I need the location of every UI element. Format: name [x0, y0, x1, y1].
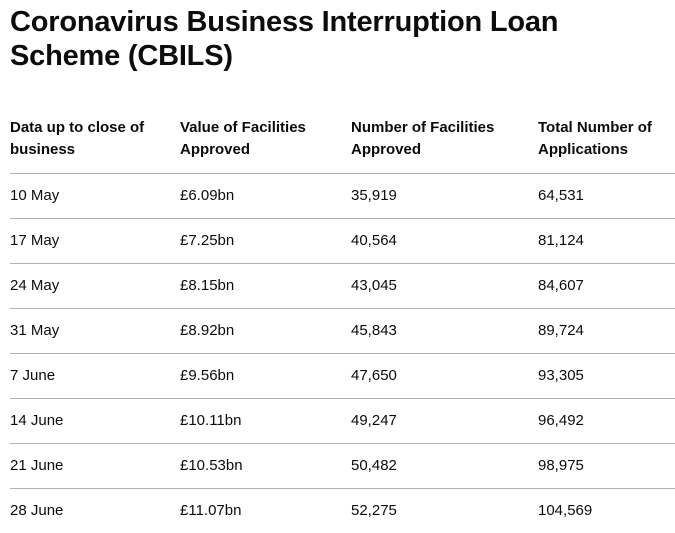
table-header-row: Data up to close of business Value of Fa…	[10, 108, 675, 174]
cell-date: 31 May	[10, 309, 180, 354]
table-row: 31 May £8.92bn 45,843 89,724	[10, 309, 675, 354]
cell-applications: 96,492	[538, 399, 675, 444]
cell-number: 47,650	[351, 354, 538, 399]
table-row: 17 May £7.25bn 40,564 81,124	[10, 219, 675, 264]
table-row: 28 June £11.07bn 52,275 104,569	[10, 489, 675, 533]
cell-date: 14 June	[10, 399, 180, 444]
cell-number: 45,843	[351, 309, 538, 354]
header-value-of-facilities: Value of Facilities Approved	[180, 108, 351, 174]
cell-applications: 84,607	[538, 264, 675, 309]
cell-date: 10 May	[10, 174, 180, 219]
cell-number: 52,275	[351, 489, 538, 533]
cell-value: £9.56bn	[180, 354, 351, 399]
cell-applications: 93,305	[538, 354, 675, 399]
page-title: Coronavirus Business Interruption Loan S…	[10, 5, 670, 73]
cell-applications: 89,724	[538, 309, 675, 354]
cell-value: £11.07bn	[180, 489, 351, 533]
cell-date: 17 May	[10, 219, 180, 264]
table-row: 10 May £6.09bn 35,919 64,531	[10, 174, 675, 219]
header-total-applications: Total Number of Applications	[538, 108, 675, 174]
cell-date: 7 June	[10, 354, 180, 399]
header-number-of-facilities: Number of Facilities Approved	[351, 108, 538, 174]
table-row: 7 June £9.56bn 47,650 93,305	[10, 354, 675, 399]
cell-value: £10.11bn	[180, 399, 351, 444]
cell-number: 43,045	[351, 264, 538, 309]
cell-applications: 81,124	[538, 219, 675, 264]
cell-number: 50,482	[351, 444, 538, 489]
cell-date: 28 June	[10, 489, 180, 533]
cell-date: 21 June	[10, 444, 180, 489]
cell-number: 49,247	[351, 399, 538, 444]
cell-applications: 98,975	[538, 444, 675, 489]
table-row: 24 May £8.15bn 43,045 84,607	[10, 264, 675, 309]
cbils-data-table: Data up to close of business Value of Fa…	[10, 108, 675, 533]
cell-value: £8.92bn	[180, 309, 351, 354]
cell-date: 24 May	[10, 264, 180, 309]
cell-number: 40,564	[351, 219, 538, 264]
table-row: 14 June £10.11bn 49,247 96,492	[10, 399, 675, 444]
cell-applications: 64,531	[538, 174, 675, 219]
cell-number: 35,919	[351, 174, 538, 219]
cell-applications: 104,569	[538, 489, 675, 533]
cell-value: £6.09bn	[180, 174, 351, 219]
cell-value: £7.25bn	[180, 219, 351, 264]
table-row: 21 June £10.53bn 50,482 98,975	[10, 444, 675, 489]
cell-value: £10.53bn	[180, 444, 351, 489]
cell-value: £8.15bn	[180, 264, 351, 309]
header-data-up-to-close: Data up to close of business	[10, 108, 180, 174]
